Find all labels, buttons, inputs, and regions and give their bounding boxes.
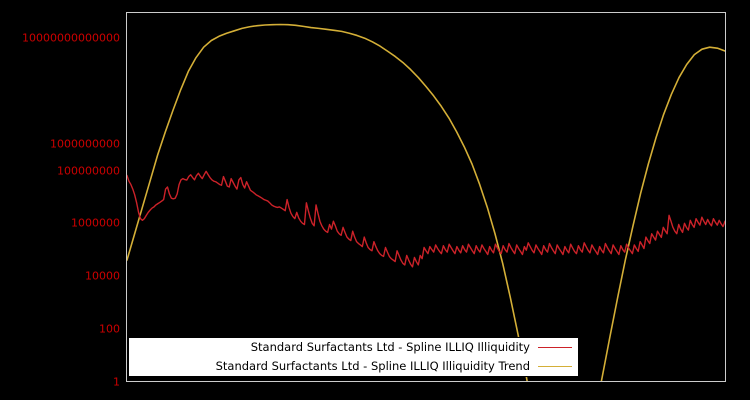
plot-area	[126, 12, 726, 382]
trend-line-path	[127, 23, 725, 381]
legend-item-trend: Standard Surfactants Ltd - Spline ILLIQ …	[129, 357, 578, 376]
legend-swatch-illiquidity	[538, 347, 572, 348]
y-tick-label: 1000000	[71, 216, 120, 230]
y-tick-label: 10000	[85, 269, 120, 283]
y-tick-label: 100000000	[57, 164, 120, 178]
y-tick-label: 100	[99, 322, 120, 336]
chart-canvas	[127, 23, 725, 381]
y-axis: 10000000000000 1000000000 100000000 1000000…	[0, 0, 123, 400]
y-tick-label: 10000000000000	[22, 31, 120, 45]
legend: Standard Surfactants Ltd - Spline ILLIQ …	[128, 337, 579, 377]
legend-swatch-trend	[538, 366, 572, 367]
legend-item-illiquidity: Standard Surfactants Ltd - Spline ILLIQ …	[129, 338, 578, 357]
legend-label-trend: Standard Surfactants Ltd - Spline ILLIQ …	[215, 359, 530, 373]
y-tick-label: 1000000000	[50, 137, 120, 151]
illiquidity-line-path	[127, 170, 725, 268]
legend-label-illiquidity: Standard Surfactants Ltd - Spline ILLIQ …	[250, 340, 530, 354]
y-tick-label: 1	[113, 375, 120, 389]
